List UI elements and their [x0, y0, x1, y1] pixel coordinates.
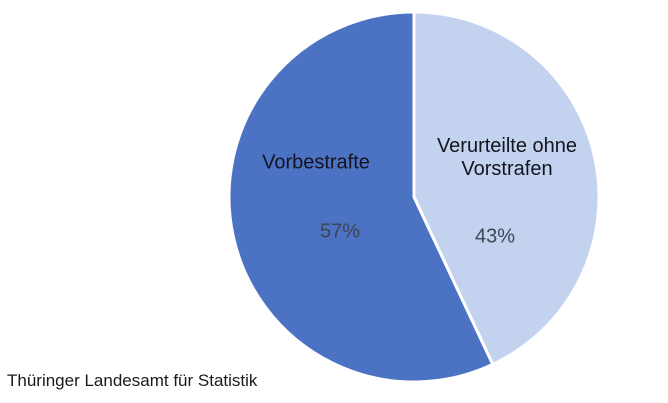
slice-label-verurteilte-ohne-vorstrafen: Verurteilte ohne Vorstrafen	[436, 135, 578, 180]
slice-percent-vorbestrafte: 57%	[319, 220, 361, 243]
pie-slice-verurteilte-ohne-vorstrafen	[412, 10, 601, 366]
pie-slice-vorbestrafte	[227, 10, 495, 384]
slice-label-vorbestrafte: Vorbestrafte	[262, 151, 370, 174]
slice-percent-verurteilte-ohne-vorstrafen: 43%	[474, 225, 516, 248]
source-caption: Thüringer Landesamt für Statistik	[7, 371, 258, 390]
